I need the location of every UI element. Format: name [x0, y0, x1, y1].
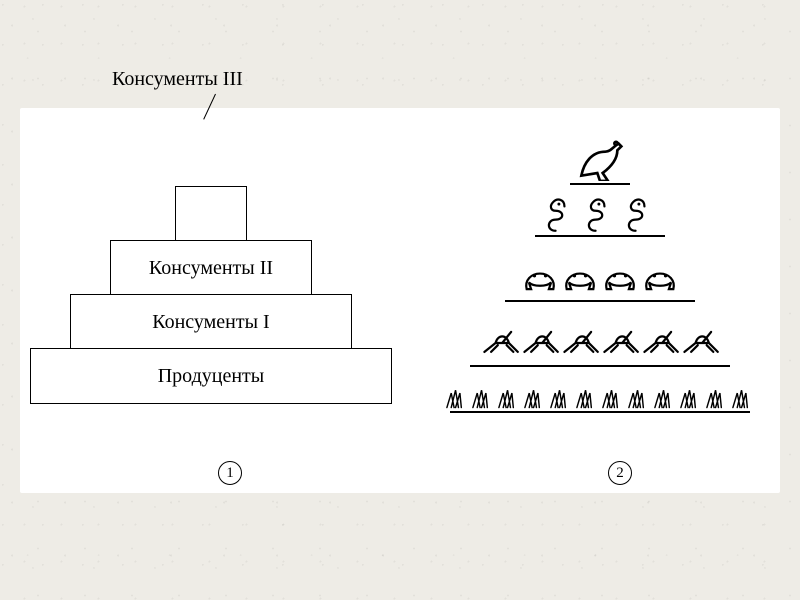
snake-icon — [580, 193, 620, 233]
grass-icon — [652, 383, 678, 409]
grasshopper-icon — [480, 323, 520, 363]
pyramid-row-frog — [420, 258, 780, 298]
pyramid-right — [420, 108, 780, 493]
frog-icon — [600, 258, 640, 298]
row-underline — [470, 365, 730, 367]
row-underline — [535, 235, 665, 237]
stage: Консументы III Консументы IIКонсументы I… — [0, 0, 800, 600]
grasshopper-icon — [600, 323, 640, 363]
grass-icon — [496, 383, 522, 409]
grass-icon — [730, 383, 756, 409]
callout-label: Консументы III — [112, 68, 243, 91]
grasshopper-icon — [520, 323, 560, 363]
snake-icon — [540, 193, 580, 233]
row-underline — [570, 183, 630, 185]
frog-icon — [560, 258, 600, 298]
pyramid-row-snake — [420, 193, 780, 233]
pyramid-row-grass — [420, 383, 780, 409]
grass-icon — [444, 383, 470, 409]
row-underline — [450, 411, 750, 413]
pyramid-tier: Консументы I — [70, 294, 352, 350]
frog-icon — [640, 258, 680, 298]
diagram-panel: Консументы III Консументы IIКонсументы I… — [20, 108, 780, 493]
grass-icon — [548, 383, 574, 409]
pyramid-tier: Консументы II — [110, 240, 312, 296]
row-underline — [505, 300, 695, 302]
grass-icon — [574, 383, 600, 409]
grass-icon — [626, 383, 652, 409]
pyramid-tier: Продуценты — [30, 348, 392, 404]
bird-icon — [576, 133, 624, 181]
grasshopper-icon — [680, 323, 720, 363]
pyramid-tier — [175, 186, 247, 242]
figure-label-1: 1 — [218, 461, 242, 485]
grass-icon — [470, 383, 496, 409]
snake-icon — [620, 193, 660, 233]
grass-icon — [600, 383, 626, 409]
grass-icon — [522, 383, 548, 409]
grasshopper-icon — [640, 323, 680, 363]
pyramid-left: Консументы III Консументы IIКонсументы I… — [20, 108, 420, 493]
pyramid-row-bird — [420, 133, 780, 181]
grass-icon — [678, 383, 704, 409]
pyramid-row-grasshopper — [420, 323, 780, 363]
pyramid-left-stack: Консументы IIКонсументы IПродуценты — [30, 186, 410, 436]
frog-icon — [520, 258, 560, 298]
grass-icon — [704, 383, 730, 409]
callout-leader — [203, 94, 216, 120]
figure-label-2: 2 — [608, 461, 632, 485]
grasshopper-icon — [560, 323, 600, 363]
